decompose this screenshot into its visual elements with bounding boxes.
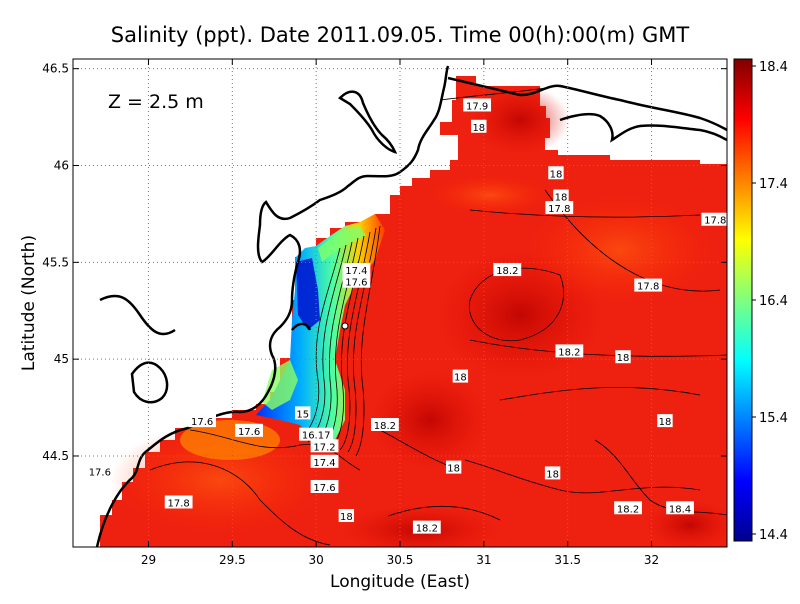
contour-label: 17.6 (313, 483, 335, 494)
colorbar-tick-label: 16.4 (759, 294, 788, 309)
x-tick-label: 32 (644, 553, 659, 567)
contour-label: 15 (296, 409, 309, 420)
contour-label: 18 (472, 123, 485, 134)
colorbar-tick-label: 14.4 (759, 528, 788, 543)
contour-label: 18.2 (558, 347, 580, 358)
x-axis-label: Longitude (East) (330, 572, 470, 592)
contour-label: 18.2 (496, 266, 518, 277)
contour-label: 17.4 (313, 458, 335, 469)
contour-label: 17.6 (89, 467, 111, 478)
y-tick-label: 45.5 (42, 255, 69, 269)
contour-label: 18 (546, 469, 559, 480)
contour-label: 18 (340, 512, 353, 523)
chart-title: Salinity (ppt). Date 2011.09.05. Time 00… (111, 23, 690, 47)
contour-label: 17.6 (345, 278, 367, 289)
depth-annotation: Z = 2.5 m (108, 91, 204, 113)
x-tick-label: 29 (141, 553, 156, 567)
contour-label: 17.9 (466, 101, 488, 112)
x-tick-label: 31.5 (554, 553, 581, 567)
colorbar (734, 59, 752, 541)
colorbar-tick-label: 17.4 (759, 177, 788, 192)
x-tick-label: 30.5 (387, 553, 414, 567)
x-tick-label: 30 (309, 553, 324, 567)
contour-label: 18.4 (669, 504, 691, 515)
y-tick-label: 46 (54, 159, 69, 173)
contour-label: 18 (447, 464, 460, 475)
contour-label: 18 (454, 373, 467, 384)
y-tick-label: 46.5 (42, 62, 69, 76)
contour-label: 17.8 (704, 216, 726, 227)
y-tick-label: 45 (54, 352, 69, 366)
island-marker (342, 323, 348, 329)
colorbar-tick-label: 18.4 (759, 60, 788, 75)
contour-label: 18 (617, 353, 630, 364)
contour-label: 17.8 (168, 498, 190, 509)
contour-label: 17.8 (548, 204, 570, 215)
contour-label: 17.6 (238, 427, 260, 438)
colorbar-ticks: 14.4 15.4 16.4 17.4 18.4 (752, 60, 788, 543)
contour-label: 17.8 (637, 282, 659, 293)
x-tick-label: 31 (476, 553, 491, 567)
contour-label: 18 (550, 169, 563, 180)
x-tick-label: 29.5 (219, 553, 246, 567)
colorbar-tick-label: 15.4 (759, 411, 788, 426)
contour-label: 17.2 (313, 442, 335, 453)
contour-label: 18 (659, 417, 672, 428)
contour-label: 18.2 (617, 504, 639, 515)
contour-label: 18.2 (416, 524, 438, 535)
low-salinity-patch (430, 175, 550, 215)
contour-label: 17.6 (191, 417, 213, 428)
contour-label: 18.2 (374, 421, 396, 432)
y-tick-label: 44.5 (42, 449, 69, 463)
y-axis-label: Latitude (North) (19, 235, 39, 371)
